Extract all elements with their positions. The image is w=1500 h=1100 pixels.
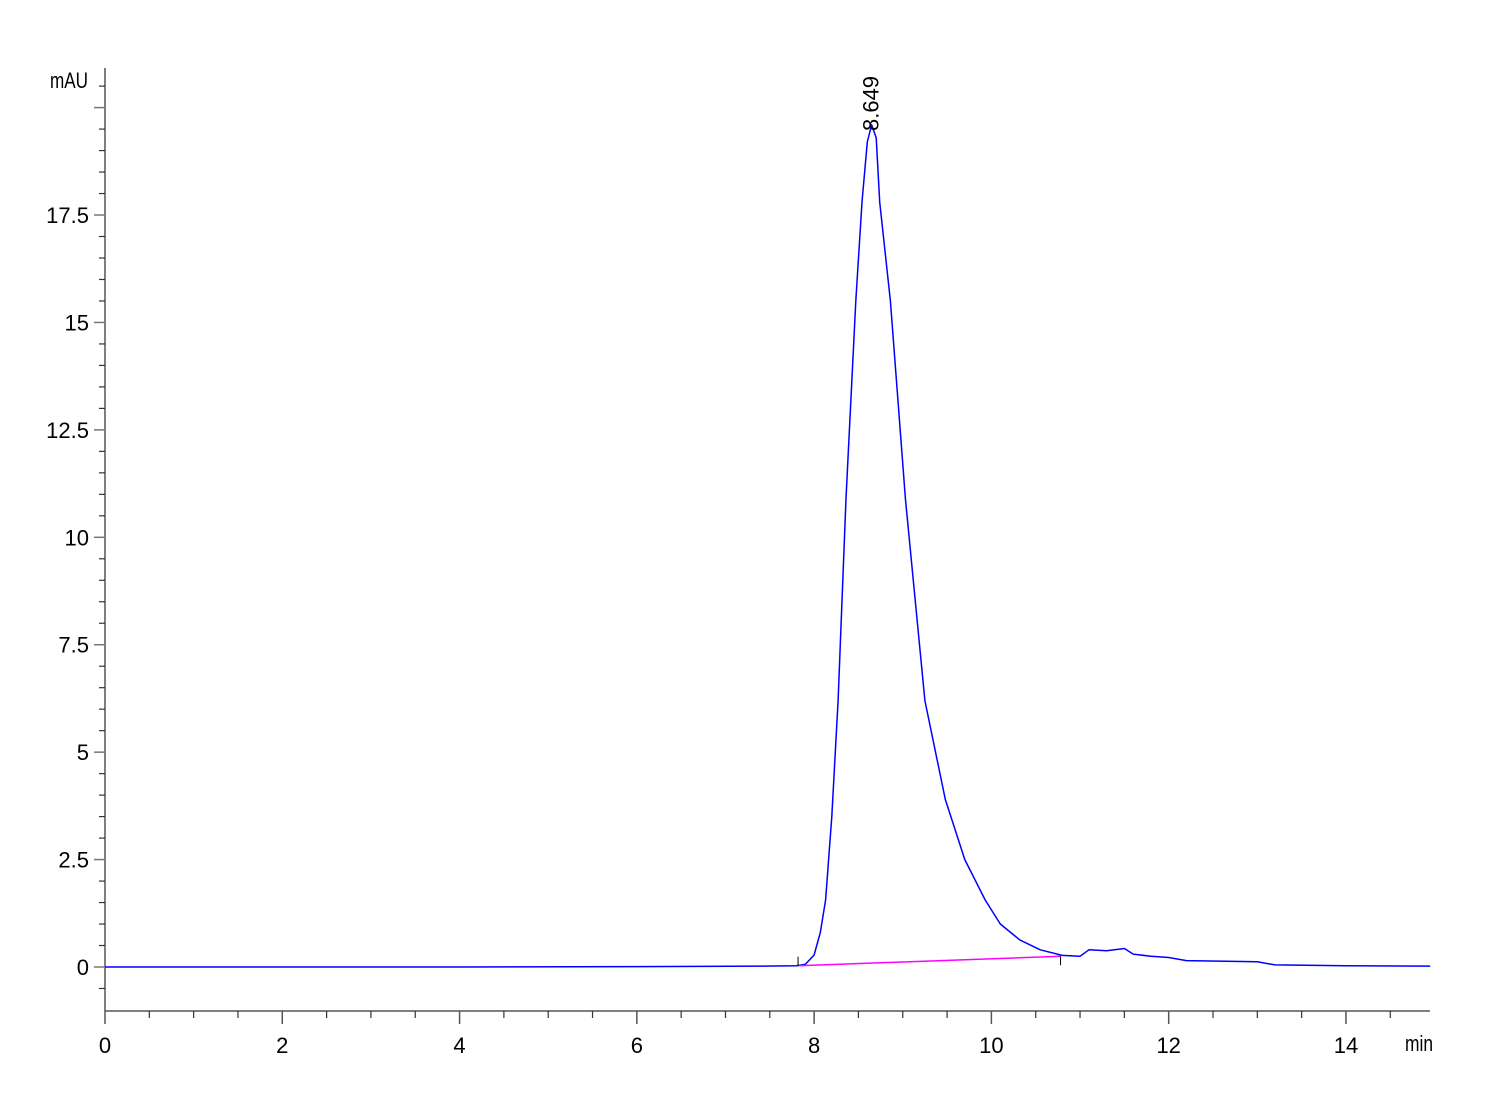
x-tick-label: 12 [1156,1033,1180,1058]
y-tick-label: 0 [77,955,89,980]
peak-retention-time-label: 8.649 [859,76,884,131]
x-tick-label: 0 [99,1033,111,1058]
signal-trace [105,124,1431,968]
x-tick-label: 10 [979,1033,1003,1058]
x-tick-label: 14 [1334,1033,1358,1058]
x-axis-label: min [1405,1031,1433,1056]
x-tick-label: 4 [453,1033,465,1058]
x-tick-label: 6 [631,1033,643,1058]
y-tick-label: 10 [65,525,89,550]
y-tick-label: 7.5 [58,633,89,658]
y-tick-label: 17.5 [46,203,89,228]
y-tick-label: 12.5 [46,418,89,443]
y-tick-label: 15 [65,310,89,335]
integration-baseline [799,955,1061,967]
x-tick-label: 8 [808,1033,820,1058]
y-tick-label: 5 [77,740,89,765]
axes [104,68,1430,1012]
y-tick-label: 2.5 [58,848,89,873]
y-axis-label: mAU [50,68,88,93]
x-tick-label: 2 [276,1033,288,1058]
